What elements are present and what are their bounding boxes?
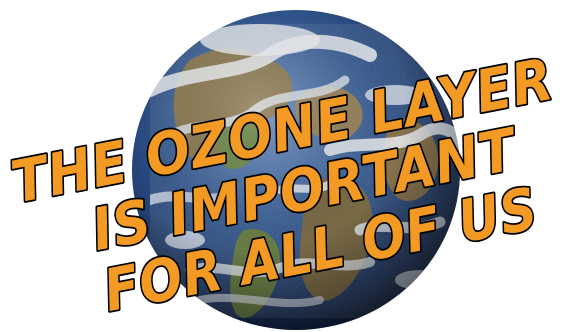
ozone-poster: THE OZONE LAYER IS IMPORTANT FOR ALL OF … — [4, 10, 561, 330]
earth-globe-icon — [132, 10, 460, 330]
slogan-text: THE OZONE LAYER IS IMPORTANT FOR ALL OF … — [4, 43, 560, 327]
